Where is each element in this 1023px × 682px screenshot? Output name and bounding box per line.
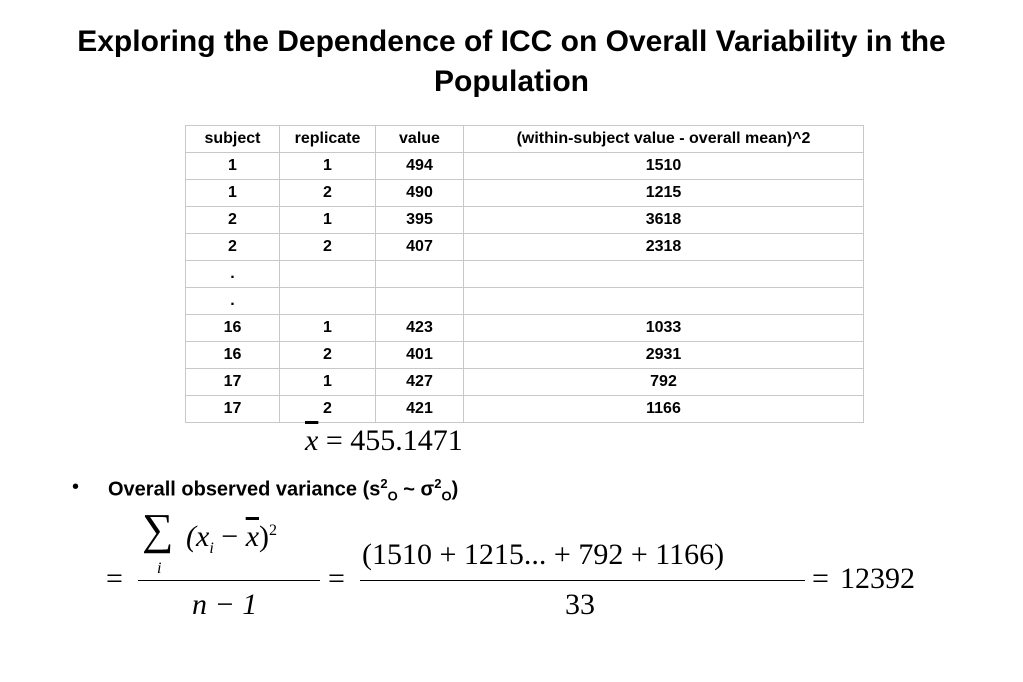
table-cell: . <box>185 287 280 315</box>
table-cell: 2 <box>279 179 376 207</box>
header-cell: value <box>375 125 464 153</box>
header-cell: (within-subject value - overall mean)^2 <box>463 125 864 153</box>
table-row: 2 1 395 3618 <box>185 206 864 234</box>
table-cell <box>279 287 376 315</box>
table-cell: 2 <box>279 233 376 261</box>
table-cell: 421 <box>375 395 464 423</box>
mean-formula: x = 455.1471 <box>305 424 463 458</box>
table-cell: 16 <box>185 314 280 342</box>
sup: 2 <box>434 476 442 491</box>
result: 12392 <box>840 562 915 595</box>
minus: − <box>213 520 246 553</box>
header-cell: replicate <box>279 125 376 153</box>
table-cell: 792 <box>463 368 864 396</box>
table-cell: 2 <box>185 233 280 261</box>
table-cell: 2 <box>185 206 280 234</box>
table-row: . <box>185 287 864 315</box>
bullet-dot: • <box>72 476 80 498</box>
table-cell: 3618 <box>463 206 864 234</box>
sum-sign: ∑ <box>142 505 174 554</box>
power: 2 <box>269 522 278 539</box>
table-cell: 2318 <box>463 233 864 261</box>
title: Exploring the Dependence of ICC on Overa… <box>77 25 946 98</box>
table-cell: 17 <box>185 395 280 423</box>
bullet-prefix: Overall observed variance (s <box>108 478 381 501</box>
table-cell: 1 <box>279 368 376 396</box>
mean-symbol: x <box>305 424 319 457</box>
table-body: 1 1 494 1510 1 2 490 1215 2 1 395 3618 2 2 407 2318.. 16… <box>185 152 864 423</box>
table-cell: 1166 <box>463 395 864 423</box>
table-cell: 401 <box>375 341 464 369</box>
table-cell: 1 <box>185 152 280 180</box>
table-cell <box>463 287 864 315</box>
table-cell: 494 <box>375 152 464 180</box>
table-cell: 16 <box>185 341 280 369</box>
denominator: 33 <box>565 588 595 621</box>
close: ) <box>259 520 270 553</box>
mean-equals: = <box>325 424 343 457</box>
table-cell: 1510 <box>463 152 864 180</box>
equals: = <box>812 562 829 595</box>
table-cell: 17 <box>185 368 280 396</box>
table-cell <box>375 260 464 288</box>
table-cell: 490 <box>375 179 464 207</box>
sub: O <box>387 488 398 504</box>
table-row: 16 2 401 2931 <box>185 341 864 369</box>
table-cell: 407 <box>375 233 464 261</box>
table-cell: 1 <box>279 152 376 180</box>
x-sub: i <box>209 540 214 557</box>
bullet-suffix: ) <box>451 478 459 501</box>
table-cell: 1033 <box>463 314 864 342</box>
table-cell: 395 <box>375 206 464 234</box>
open: (x <box>186 520 210 553</box>
equals: = <box>328 562 345 595</box>
sup: 2 <box>380 476 388 491</box>
table-row: 1 2 490 1215 <box>185 179 864 207</box>
x-bar: x <box>245 520 260 553</box>
fraction-line <box>138 580 320 581</box>
table-cell: 2 <box>279 341 376 369</box>
bullet-text: Overall observed variance (s2O ~ σ2O) <box>108 476 458 504</box>
table-cell <box>279 260 376 288</box>
numerator: (1510 + 1215... + 792 + 1166) <box>362 538 725 571</box>
table-cell: 1 <box>279 314 376 342</box>
table-row: 17 2 421 1166 <box>185 395 864 423</box>
table-cell: 2 <box>279 395 376 423</box>
table-cell: 2931 <box>463 341 864 369</box>
numerator: (xi − x)2 <box>186 520 277 558</box>
table-cell: 1 <box>279 206 376 234</box>
sum-index: i <box>157 560 162 577</box>
header-row: subject replicate value (within-subject val… <box>185 125 864 153</box>
table-row: 17 1 427 792 <box>185 368 864 396</box>
bullet-mid: ~ σ <box>397 478 435 501</box>
table-row: 2 2 407 2318 <box>185 233 864 261</box>
table-cell: . <box>185 260 280 288</box>
table-cell: 1215 <box>463 179 864 207</box>
table-cell: 1 <box>185 179 280 207</box>
denominator: n − 1 <box>192 588 258 621</box>
table-cell <box>375 287 464 315</box>
data-table: subject replicate value (within-subject val… <box>185 125 864 423</box>
sub: O <box>441 488 452 504</box>
table-cell <box>463 260 864 288</box>
table-cell: 423 <box>375 314 464 342</box>
equals: = <box>106 562 123 595</box>
table-row: 1 1 494 1510 <box>185 152 864 180</box>
fraction-line <box>360 580 805 581</box>
table-cell: 427 <box>375 368 464 396</box>
header-cell: subject <box>185 125 280 153</box>
table-row: 16 1 423 1033 <box>185 314 864 342</box>
mean-value: 455.1471 <box>350 424 463 457</box>
table-row: . <box>185 260 864 288</box>
